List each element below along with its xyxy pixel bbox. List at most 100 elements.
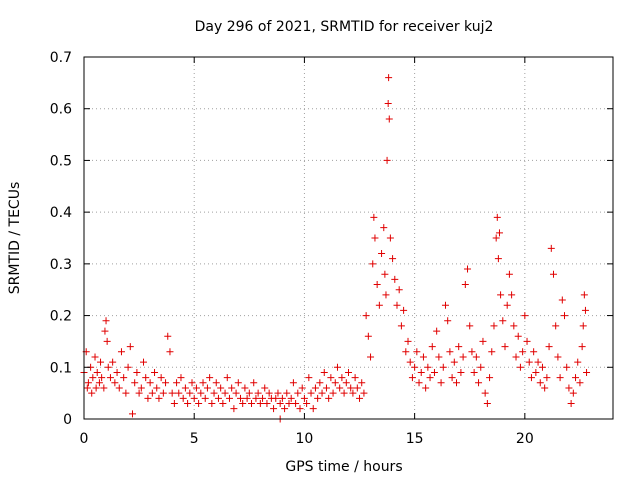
data-point	[481, 389, 489, 397]
data-point	[210, 389, 218, 397]
y-tick-label: 0.1	[50, 360, 72, 376]
data-point	[287, 394, 295, 402]
data-point	[581, 306, 589, 314]
data-point	[495, 229, 503, 237]
axis-ticks	[83, 56, 613, 420]
data-point	[404, 337, 412, 345]
data-point	[168, 389, 176, 397]
data-point	[393, 301, 401, 309]
data-point	[510, 322, 518, 330]
data-point	[329, 389, 337, 397]
data-point	[113, 368, 121, 376]
data-point	[512, 353, 520, 361]
data-point	[459, 353, 467, 361]
data-point	[397, 322, 405, 330]
data-point	[206, 374, 214, 382]
grid-lines	[84, 57, 613, 419]
data-point	[203, 384, 211, 392]
data-point	[408, 374, 416, 382]
data-point	[84, 379, 92, 387]
data-point	[415, 379, 423, 387]
data-point	[214, 394, 222, 402]
data-point	[225, 394, 233, 402]
data-point	[579, 322, 587, 330]
data-point	[457, 368, 465, 376]
data-point	[155, 394, 163, 402]
data-point	[230, 405, 238, 413]
data-point	[383, 156, 391, 164]
data-point	[307, 389, 315, 397]
data-point	[360, 389, 368, 397]
data-point	[464, 265, 472, 273]
data-point	[177, 374, 185, 382]
data-point	[248, 399, 256, 407]
data-point	[381, 270, 389, 278]
data-point	[545, 343, 553, 351]
data-point	[505, 270, 513, 278]
data-point	[327, 374, 335, 382]
data-point	[314, 394, 322, 402]
data-point	[236, 394, 244, 402]
data-point	[342, 379, 350, 387]
data-point	[272, 394, 280, 402]
data-point	[468, 348, 476, 356]
y-tick-label: 0	[63, 412, 72, 428]
data-point	[367, 353, 375, 361]
data-point	[519, 348, 527, 356]
data-point	[88, 389, 96, 397]
data-point	[250, 379, 258, 387]
data-point	[450, 358, 458, 366]
data-point	[184, 399, 192, 407]
data-point	[201, 394, 209, 402]
data-point	[391, 275, 399, 283]
plot-frame	[83, 56, 614, 420]
data-point	[558, 296, 566, 304]
data-point	[578, 343, 586, 351]
data-point	[98, 374, 106, 382]
data-point	[547, 244, 555, 252]
data-point	[561, 312, 569, 320]
data-point	[181, 384, 189, 392]
data-point	[371, 234, 379, 242]
data-point	[186, 389, 194, 397]
data-point	[221, 389, 229, 397]
data-point	[241, 384, 249, 392]
data-point	[336, 384, 344, 392]
data-point	[369, 260, 377, 268]
data-point	[124, 363, 132, 371]
data-point	[159, 389, 167, 397]
y-tick-label: 0.6	[50, 102, 72, 118]
data-point	[385, 74, 393, 82]
data-point	[170, 399, 178, 407]
data-point	[479, 337, 487, 345]
data-point	[190, 394, 198, 402]
data-point	[239, 399, 247, 407]
data-point	[146, 379, 154, 387]
data-points	[80, 74, 591, 423]
data-point	[490, 322, 498, 330]
data-point	[89, 374, 97, 382]
y-tick-label: 0.7	[50, 50, 72, 66]
data-point	[358, 379, 366, 387]
data-point	[488, 348, 496, 356]
data-point	[389, 255, 397, 263]
data-point	[380, 224, 388, 232]
data-point	[188, 379, 196, 387]
data-point	[395, 286, 403, 294]
data-point	[384, 100, 392, 108]
data-point	[556, 374, 564, 382]
data-point	[527, 374, 535, 382]
data-point	[131, 379, 139, 387]
y-tick-label: 0.3	[50, 257, 72, 273]
data-point	[430, 368, 438, 376]
data-point	[411, 363, 419, 371]
data-point	[270, 405, 278, 413]
data-point	[126, 343, 134, 351]
data-point	[580, 291, 588, 299]
data-point	[128, 410, 136, 418]
data-point	[437, 379, 445, 387]
data-point	[322, 384, 330, 392]
data-point	[316, 379, 324, 387]
data-point	[151, 368, 159, 376]
data-point	[104, 363, 112, 371]
